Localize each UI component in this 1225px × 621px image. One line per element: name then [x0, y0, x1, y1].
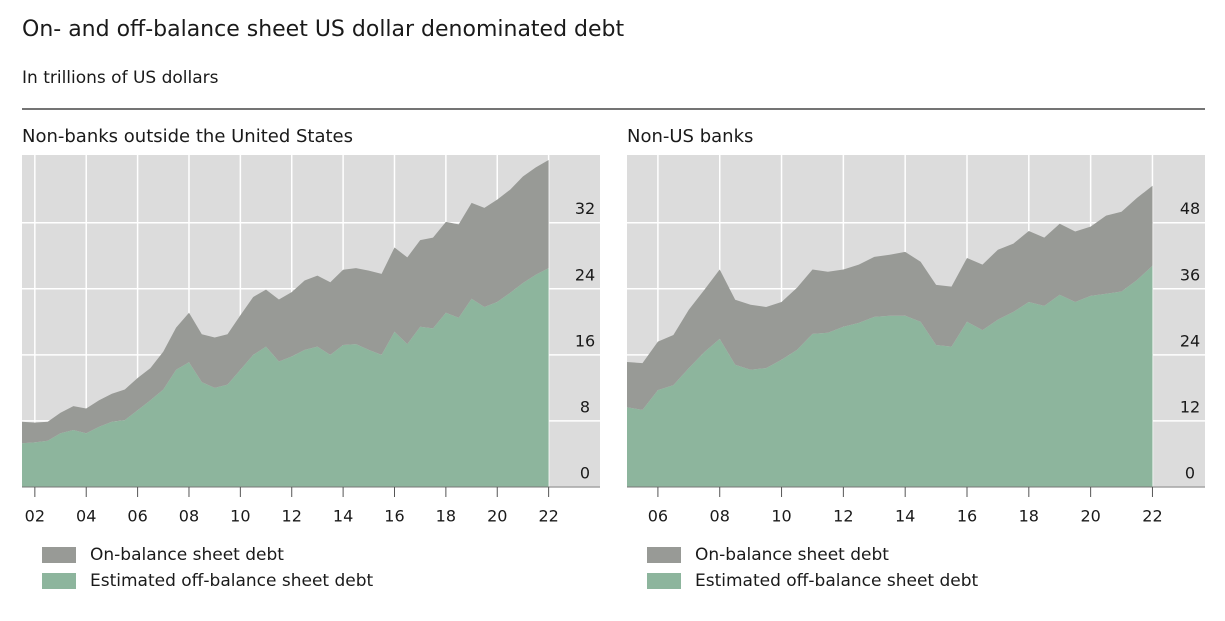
x-tick-label: 08: [179, 507, 199, 526]
x-tick-label: 04: [76, 507, 96, 526]
y-tick-label: 24: [575, 265, 595, 284]
x-tick-label: 14: [895, 507, 915, 526]
legend-swatch: [42, 573, 76, 589]
y-tick-label: 0: [580, 464, 590, 483]
legend-label: On-balance sheet debt: [90, 545, 284, 565]
legend-label: Estimated off-balance sheet debt: [695, 571, 979, 591]
legend-swatch: [42, 547, 76, 563]
legend-swatch: [647, 573, 681, 589]
x-tick-label: 22: [538, 507, 558, 526]
x-tick-label: 06: [648, 507, 668, 526]
legend-swatch: [647, 547, 681, 563]
y-tick-label: 8: [580, 397, 590, 416]
x-tick-label: 10: [230, 507, 250, 526]
y-tick-label: 32: [575, 199, 595, 218]
y-tick-label: 24: [1180, 331, 1200, 350]
area: [627, 185, 1153, 410]
y-tick-label: 12: [1180, 397, 1200, 416]
x-tick-label: 12: [833, 507, 853, 526]
y-tick-label: 16: [575, 331, 595, 350]
area: [22, 160, 549, 444]
x-tick-label: 16: [384, 507, 404, 526]
x-tick-label: 14: [333, 507, 353, 526]
x-tick-label: 10: [771, 507, 791, 526]
x-tick-label: 20: [487, 507, 507, 526]
panel-title: Non-US banks: [627, 126, 753, 147]
page-title: On- and off-balance sheet US dollar deno…: [22, 17, 625, 42]
x-tick-label: 06: [127, 507, 147, 526]
x-tick-label: 12: [282, 507, 302, 526]
area: [627, 265, 1153, 487]
page-subtitle: In trillions of US dollars: [22, 68, 219, 88]
y-tick-label: 36: [1180, 265, 1200, 284]
legend-label: On-balance sheet debt: [695, 545, 889, 565]
y-tick-label: 0: [1185, 464, 1195, 483]
x-tick-label: 20: [1080, 507, 1100, 526]
y-tick-label: 48: [1180, 199, 1200, 218]
x-tick-label: 08: [710, 507, 730, 526]
area: [22, 268, 549, 487]
x-tick-label: 18: [1019, 507, 1039, 526]
legend-label: Estimated off-balance sheet debt: [90, 571, 374, 591]
x-tick-label: 02: [25, 507, 45, 526]
x-tick-label: 18: [436, 507, 456, 526]
x-tick-label: 22: [1142, 507, 1162, 526]
panel-title: Non-banks outside the United States: [22, 126, 353, 147]
x-tick-label: 16: [957, 507, 977, 526]
